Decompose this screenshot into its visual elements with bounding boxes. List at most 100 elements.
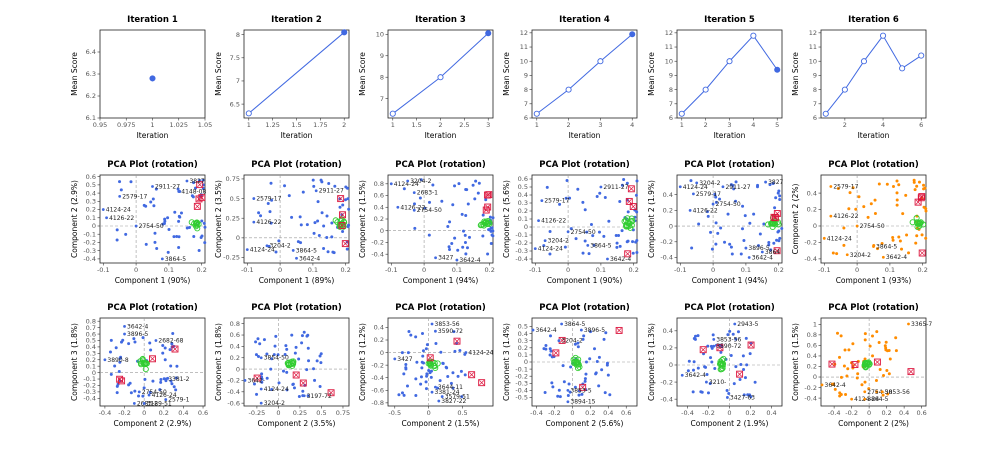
y-tick-label: 10 — [520, 57, 528, 65]
scatter-point — [744, 336, 748, 340]
labelled-point — [160, 257, 164, 261]
data-point — [899, 65, 906, 72]
labelled-point — [764, 180, 767, 184]
y-tick-label: 0.1 — [518, 351, 528, 359]
scatter-point — [260, 375, 264, 379]
scatter-point — [305, 368, 309, 372]
y-tick-label: 8 — [524, 86, 528, 94]
y-axis-label: Component 2 (2.9%) — [70, 180, 79, 258]
scatter-point — [439, 350, 443, 354]
panel-title: PCA Plot (rotation) — [828, 160, 919, 170]
scatter-point — [558, 202, 562, 206]
scatter-point — [877, 182, 881, 186]
scatter-point — [421, 349, 425, 353]
scatter-point — [891, 235, 895, 239]
scatter-point — [773, 206, 777, 210]
highlight-point — [764, 221, 772, 228]
plot-frame — [531, 29, 638, 119]
flag-marker-x — [908, 369, 914, 375]
labelled-point — [586, 244, 590, 247]
point-label: 2911-27 — [725, 184, 750, 191]
labelled-point — [164, 377, 168, 381]
y-tick-label: -0.2 — [804, 239, 817, 247]
scatter-point — [739, 363, 743, 367]
scatter-point — [631, 240, 635, 244]
scatter-point — [427, 233, 431, 237]
scatter-point — [338, 205, 342, 209]
scatter-point — [600, 368, 604, 372]
scatter-point — [573, 342, 577, 346]
flag-marker — [292, 371, 300, 379]
scatter-point — [450, 241, 454, 245]
highlight-point — [285, 360, 292, 367]
scatter-point — [489, 241, 493, 245]
scatter-point — [171, 332, 175, 336]
labelled-point — [733, 322, 737, 326]
data-point — [597, 58, 604, 65]
flag-marker — [773, 247, 781, 255]
y-tick-label: -0.1 — [83, 230, 96, 238]
x-tick-label: 1.05 — [198, 121, 212, 129]
highlight-point — [138, 361, 145, 368]
x-tick-label: 0.2 — [159, 409, 169, 417]
scatter-point — [704, 365, 708, 369]
y-axis-label: Component 2 (1.9%) — [647, 180, 656, 258]
scatter-point — [257, 211, 261, 215]
labelled-point — [464, 351, 468, 354]
scatter-point — [149, 200, 153, 204]
labelled-point — [680, 373, 684, 377]
x-tick-label: 0.5 — [457, 409, 467, 417]
scatter-point — [445, 366, 449, 370]
panel-pca1-6: PCA Plot (rotation) -0.1 0 0.1 0.2 -0.4 -0.2 0 0… — [791, 160, 928, 285]
y-tick-label: 0.1 — [518, 215, 528, 223]
scatter-point — [488, 215, 492, 219]
plot-frame — [820, 174, 927, 264]
highlight-point — [920, 221, 927, 228]
scatter-point — [460, 212, 464, 216]
flag-marker-x — [119, 378, 125, 384]
scatter-point — [117, 369, 121, 373]
scatter-point — [617, 233, 621, 237]
panel-title: PCA Plot (rotation) — [684, 160, 775, 170]
scatter-point — [705, 210, 709, 214]
scatter-point — [451, 386, 455, 390]
panel-title: PCA Plot (rotation) — [251, 303, 342, 313]
panel-title: Iteration 1 — [127, 15, 178, 25]
point-label: 4124-24 — [468, 350, 493, 357]
scatter-point — [924, 207, 928, 211]
labelled-point — [291, 249, 295, 252]
y-tick-label: -0.3 — [515, 379, 528, 387]
point-label: 4124-24 — [854, 396, 879, 403]
labelled-point — [863, 397, 867, 401]
x-tick-label: 0.4 — [766, 409, 776, 417]
flag-marker-x — [427, 355, 433, 361]
scatter-point — [420, 360, 424, 364]
flag-marker — [253, 374, 261, 382]
flag-marker — [299, 379, 307, 387]
x-tick-label: 2 — [704, 121, 708, 129]
flag-marker — [118, 377, 126, 385]
scatter-point — [620, 183, 624, 187]
labelled-point — [747, 256, 751, 259]
scatter-point — [199, 235, 203, 239]
x-tick-label: 0 — [276, 409, 280, 417]
y-tick-label: -0.2 — [804, 384, 817, 392]
x-axis-label: Component 1 (93%) — [836, 276, 912, 285]
scatter-point — [269, 221, 273, 225]
labelled-point — [295, 256, 298, 260]
y-tick-label: 8 — [669, 86, 673, 94]
flag-marker-x — [254, 375, 260, 381]
scatter-point — [756, 244, 760, 248]
y-tick-label: 9 — [813, 72, 817, 80]
labelled-point — [101, 208, 105, 211]
scatter-point — [270, 388, 274, 392]
flag-marker — [914, 198, 922, 206]
y-tick-label: -0.3 — [83, 247, 96, 255]
data-point — [149, 75, 156, 82]
scatter-point — [626, 210, 630, 214]
y-axis-label: Component 2 (5.6%) — [502, 180, 511, 258]
scatter-point — [297, 357, 301, 361]
data-point — [485, 30, 492, 37]
x-tick-label: 0 — [570, 409, 574, 417]
point-label: 3204-2 — [850, 252, 871, 259]
